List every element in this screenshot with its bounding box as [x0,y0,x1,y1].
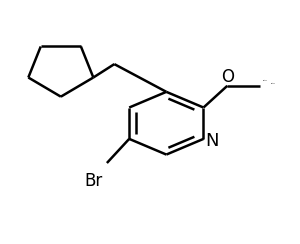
Text: N: N [205,132,219,150]
Text: methyl: methyl [263,80,268,81]
Text: O: O [221,68,234,86]
Text: methyl: methyl [271,82,276,83]
Text: Br: Br [84,172,103,190]
